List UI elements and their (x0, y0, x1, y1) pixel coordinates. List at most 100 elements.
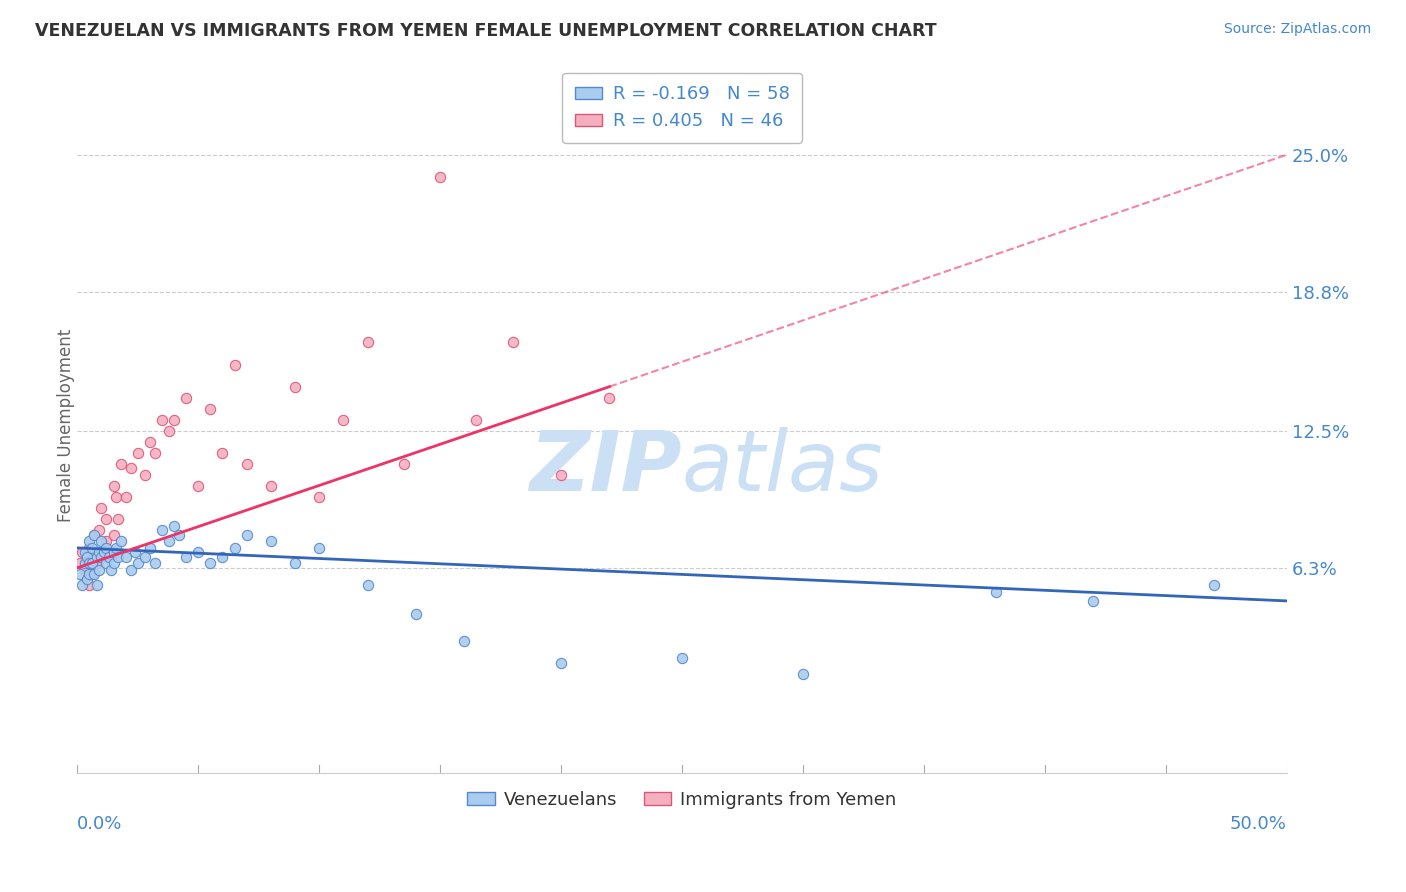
Point (502, 335, 524, 350)
Point (356, 578, 378, 592)
Point (550, 468, 572, 483)
Text: Source: ZipAtlas.com: Source: ZipAtlas.com (1223, 22, 1371, 37)
Point (96, 512, 118, 526)
Point (187, 545, 209, 559)
Point (1204, 578, 1226, 592)
Point (174, 549, 197, 564)
Point (79, 534, 101, 549)
Point (70, 578, 93, 592)
Point (986, 585, 1008, 599)
Point (103, 479, 125, 493)
Point (87, 545, 110, 559)
Point (93, 545, 115, 559)
Point (550, 656, 572, 670)
Point (139, 541, 162, 555)
Point (174, 391, 197, 405)
Point (107, 512, 129, 526)
Point (110, 534, 132, 549)
Point (127, 446, 149, 460)
Point (143, 557, 166, 571)
Point (284, 557, 307, 571)
Point (200, 401, 222, 416)
Point (96, 557, 118, 571)
Point (157, 424, 180, 438)
Point (97, 549, 120, 564)
Point (86, 549, 108, 564)
Point (96, 534, 118, 549)
Point (139, 434, 162, 449)
Point (69, 567, 91, 582)
Point (90, 534, 112, 549)
Point (103, 545, 125, 559)
Point (79, 541, 101, 555)
Point (671, 651, 693, 665)
Point (308, 541, 330, 555)
Point (100, 563, 122, 577)
Point (429, 169, 451, 184)
Point (80, 557, 103, 571)
Point (150, 523, 173, 537)
Point (69, 557, 91, 571)
Point (103, 527, 125, 541)
Point (83, 527, 105, 541)
Point (120, 563, 142, 577)
Point (90, 549, 112, 564)
Point (87, 523, 110, 537)
Point (157, 534, 180, 549)
Text: ZIP: ZIP (530, 426, 682, 508)
Point (124, 545, 146, 559)
Point (465, 413, 488, 427)
Point (79, 578, 101, 592)
Point (224, 358, 246, 372)
Point (76, 572, 98, 586)
Text: atlas: atlas (682, 426, 883, 508)
Text: 50.0%: 50.0% (1230, 815, 1286, 833)
Point (114, 549, 136, 564)
Point (1083, 594, 1105, 608)
Point (107, 549, 129, 564)
Y-axis label: Female Unemployment: Female Unemployment (58, 328, 75, 522)
Point (80, 541, 103, 555)
Point (96, 541, 118, 555)
Point (167, 527, 190, 541)
Point (150, 413, 173, 427)
Point (86, 557, 108, 571)
Point (87, 563, 110, 577)
Point (90, 501, 112, 516)
Point (104, 541, 127, 555)
Point (200, 557, 222, 571)
Point (97, 545, 120, 559)
Point (260, 534, 283, 549)
Point (211, 549, 233, 564)
Point (73, 563, 96, 577)
Point (90, 549, 112, 564)
Point (356, 335, 378, 350)
Point (104, 490, 127, 504)
Point (163, 518, 186, 533)
Point (73, 557, 96, 571)
Point (83, 567, 105, 582)
Point (260, 479, 283, 493)
Point (76, 549, 98, 564)
Point (134, 549, 156, 564)
Point (70, 545, 93, 559)
Point (127, 557, 149, 571)
Text: 0.0%: 0.0% (77, 815, 122, 833)
Point (79, 557, 101, 571)
Point (235, 527, 257, 541)
Point (110, 457, 132, 471)
Point (308, 490, 330, 504)
Point (187, 479, 209, 493)
Text: VENEZUELAN VS IMMIGRANTS FROM YEMEN FEMALE UNEMPLOYMENT CORRELATION CHART: VENEZUELAN VS IMMIGRANTS FROM YEMEN FEMA… (35, 22, 936, 40)
Point (284, 379, 307, 393)
Point (80, 567, 103, 582)
Point (120, 461, 142, 475)
Point (405, 607, 427, 622)
Point (79, 567, 101, 582)
Point (134, 468, 156, 483)
Point (235, 457, 257, 471)
Point (76, 549, 98, 564)
Point (83, 527, 105, 541)
Point (103, 557, 125, 571)
Point (211, 446, 233, 460)
